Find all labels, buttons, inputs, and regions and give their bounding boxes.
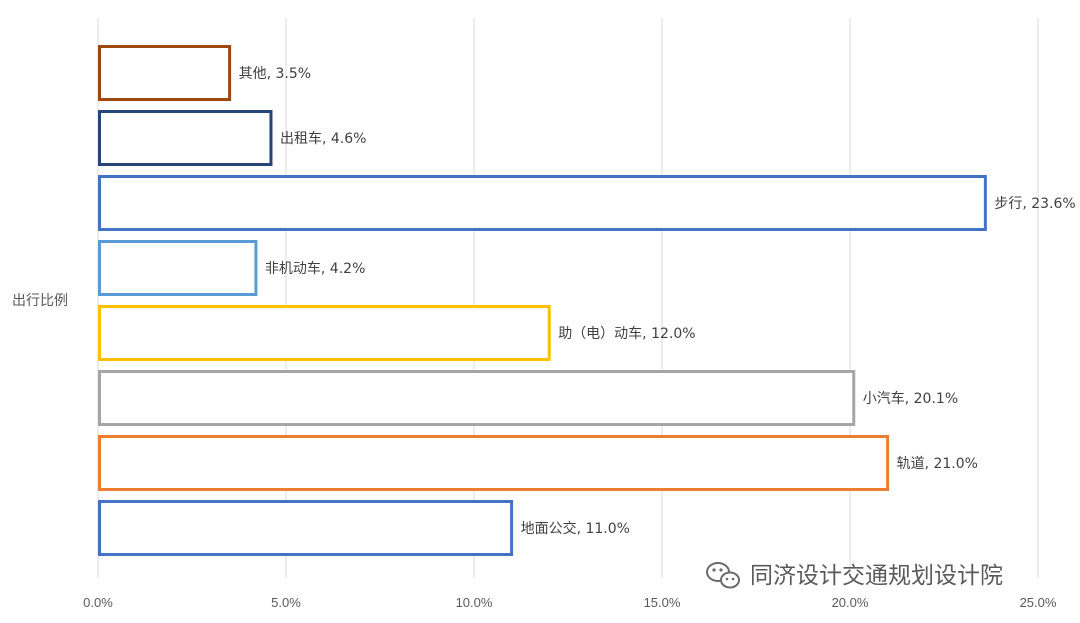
data-label: 步行, 23.6%: [994, 196, 1075, 212]
watermark: 同济设计交通规划设计院: [706, 562, 1003, 589]
data-label: 小汽车, 20.1%: [863, 390, 958, 407]
bar: [98, 110, 273, 166]
bar: [98, 175, 987, 231]
x-tick-label: 0.0%: [83, 595, 113, 610]
data-label: 地面公交, 11.0%: [521, 520, 630, 537]
x-tick-label: 20.0%: [832, 595, 869, 610]
watermark-text: 同济设计交通规划设计院: [750, 563, 1003, 589]
x-tick-label: 10.0%: [456, 595, 493, 610]
gridlines: [97, 18, 1039, 578]
x-tick-label: 15.0%: [644, 595, 681, 610]
y-axis-label: 出行比例: [12, 293, 68, 309]
bar: [98, 305, 551, 361]
data-label: 助（电）动车, 12.0%: [558, 325, 695, 342]
data-label: 其他, 3.5%: [239, 66, 311, 82]
data-label: 非机动车, 4.2%: [265, 260, 365, 277]
bar: [98, 370, 856, 426]
bar: [98, 240, 258, 296]
bar: [98, 500, 514, 556]
x-tick-label: 5.0%: [271, 595, 301, 610]
bar: [98, 435, 890, 491]
x-axis-ticks: 0.0% 5.0% 10.0% 15.0% 20.0% 25.0%: [83, 595, 1057, 610]
data-label: 出租车, 4.6%: [280, 130, 366, 147]
wechat-icon: [706, 562, 740, 589]
bars: [98, 45, 987, 556]
bar: [98, 45, 232, 101]
data-labels: 其他, 3.5% 出租车, 4.6% 步行, 23.6% 非机动车, 4.2% 助（电）…: [239, 66, 1076, 537]
data-label: 轨道, 21.0%: [897, 456, 978, 472]
x-tick-label: 25.0%: [1020, 595, 1057, 610]
